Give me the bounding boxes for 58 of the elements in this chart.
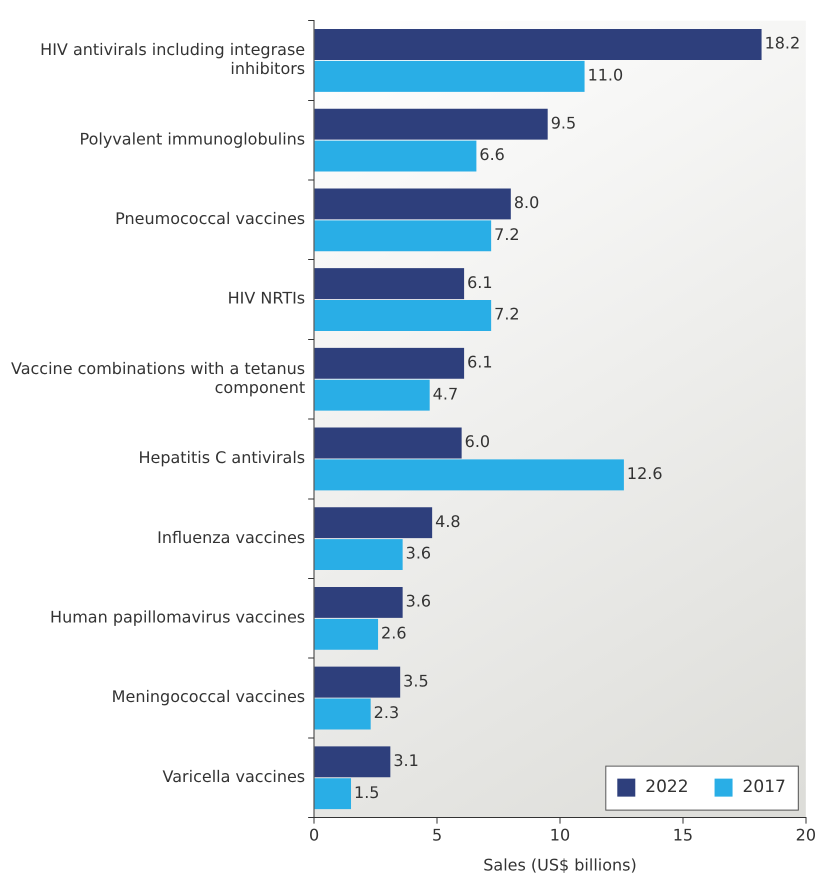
bar bbox=[314, 539, 403, 570]
data-label: 7.2 bbox=[494, 304, 520, 324]
data-label: 3.1 bbox=[393, 750, 419, 770]
data-label: 12.6 bbox=[626, 464, 663, 484]
data-label: 4.8 bbox=[435, 512, 461, 531]
data-label: 3.6 bbox=[406, 544, 432, 563]
data-label: 9.5 bbox=[550, 113, 576, 132]
data-label: 4.7 bbox=[432, 384, 458, 404]
bar bbox=[314, 268, 464, 300]
x-axis-title: Sales (US$ billions) bbox=[483, 856, 637, 875]
data-label: 6.6 bbox=[479, 145, 505, 164]
bar bbox=[314, 380, 430, 411]
bar bbox=[314, 618, 378, 650]
y-tick-label: HIV NRTIs bbox=[228, 288, 306, 308]
data-label: 1.5 bbox=[354, 782, 380, 802]
bar bbox=[314, 778, 352, 810]
bar bbox=[314, 459, 624, 490]
data-label: 7.2 bbox=[494, 224, 520, 244]
y-tick-label: Hepatitis C antivirals bbox=[138, 448, 306, 468]
data-label: 2.3 bbox=[374, 703, 400, 722]
x-tick-label: 20 bbox=[796, 825, 816, 844]
bar bbox=[314, 140, 476, 172]
y-tick-label: Varicella vaccines bbox=[162, 766, 306, 786]
x-tick-label: 5 bbox=[432, 825, 442, 844]
data-label: 3.6 bbox=[406, 592, 432, 611]
bar bbox=[314, 300, 492, 331]
data-label: 18.2 bbox=[764, 34, 800, 53]
y-tick-label: Influenza vaccines bbox=[157, 528, 306, 547]
data-label: 6.0 bbox=[464, 432, 490, 452]
bar bbox=[314, 188, 511, 220]
bar bbox=[314, 108, 548, 140]
data-label: 3.5 bbox=[403, 671, 429, 690]
bar bbox=[314, 220, 492, 252]
y-tick-label: Human papillomavirus vaccines bbox=[50, 608, 306, 627]
y-tick-label: Meningococcal vaccines bbox=[112, 687, 306, 706]
y-tick-label: Vaccine combinations with a tetanus component bbox=[11, 358, 306, 398]
bar bbox=[314, 746, 390, 778]
data-label: 8.0 bbox=[514, 193, 540, 212]
y-tick-label: HIV antivirals including integrase inhibitors bbox=[40, 40, 306, 78]
data-label: 6.1 bbox=[467, 352, 493, 372]
y-tick-label: Pneumococcal vaccines bbox=[115, 209, 306, 228]
x-tick-label: 10 bbox=[550, 825, 570, 844]
bar bbox=[314, 348, 464, 379]
x-tick-label: 0 bbox=[309, 825, 320, 844]
bar bbox=[314, 698, 371, 730]
bar bbox=[314, 666, 400, 698]
data-label: 2.6 bbox=[381, 623, 407, 642]
bar bbox=[314, 60, 585, 92]
data-label: 6.1 bbox=[467, 272, 493, 292]
legend-label: 2017 bbox=[742, 777, 786, 798]
bar bbox=[314, 507, 432, 538]
legend-label: 2022 bbox=[645, 777, 689, 798]
bar bbox=[314, 586, 403, 618]
data-label: 11.0 bbox=[588, 66, 624, 85]
bar bbox=[314, 29, 762, 60]
bar bbox=[314, 428, 462, 458]
x-tick-label: 15 bbox=[672, 825, 694, 844]
y-tick-label: Polyvalent immunoglobulins bbox=[80, 129, 306, 148]
